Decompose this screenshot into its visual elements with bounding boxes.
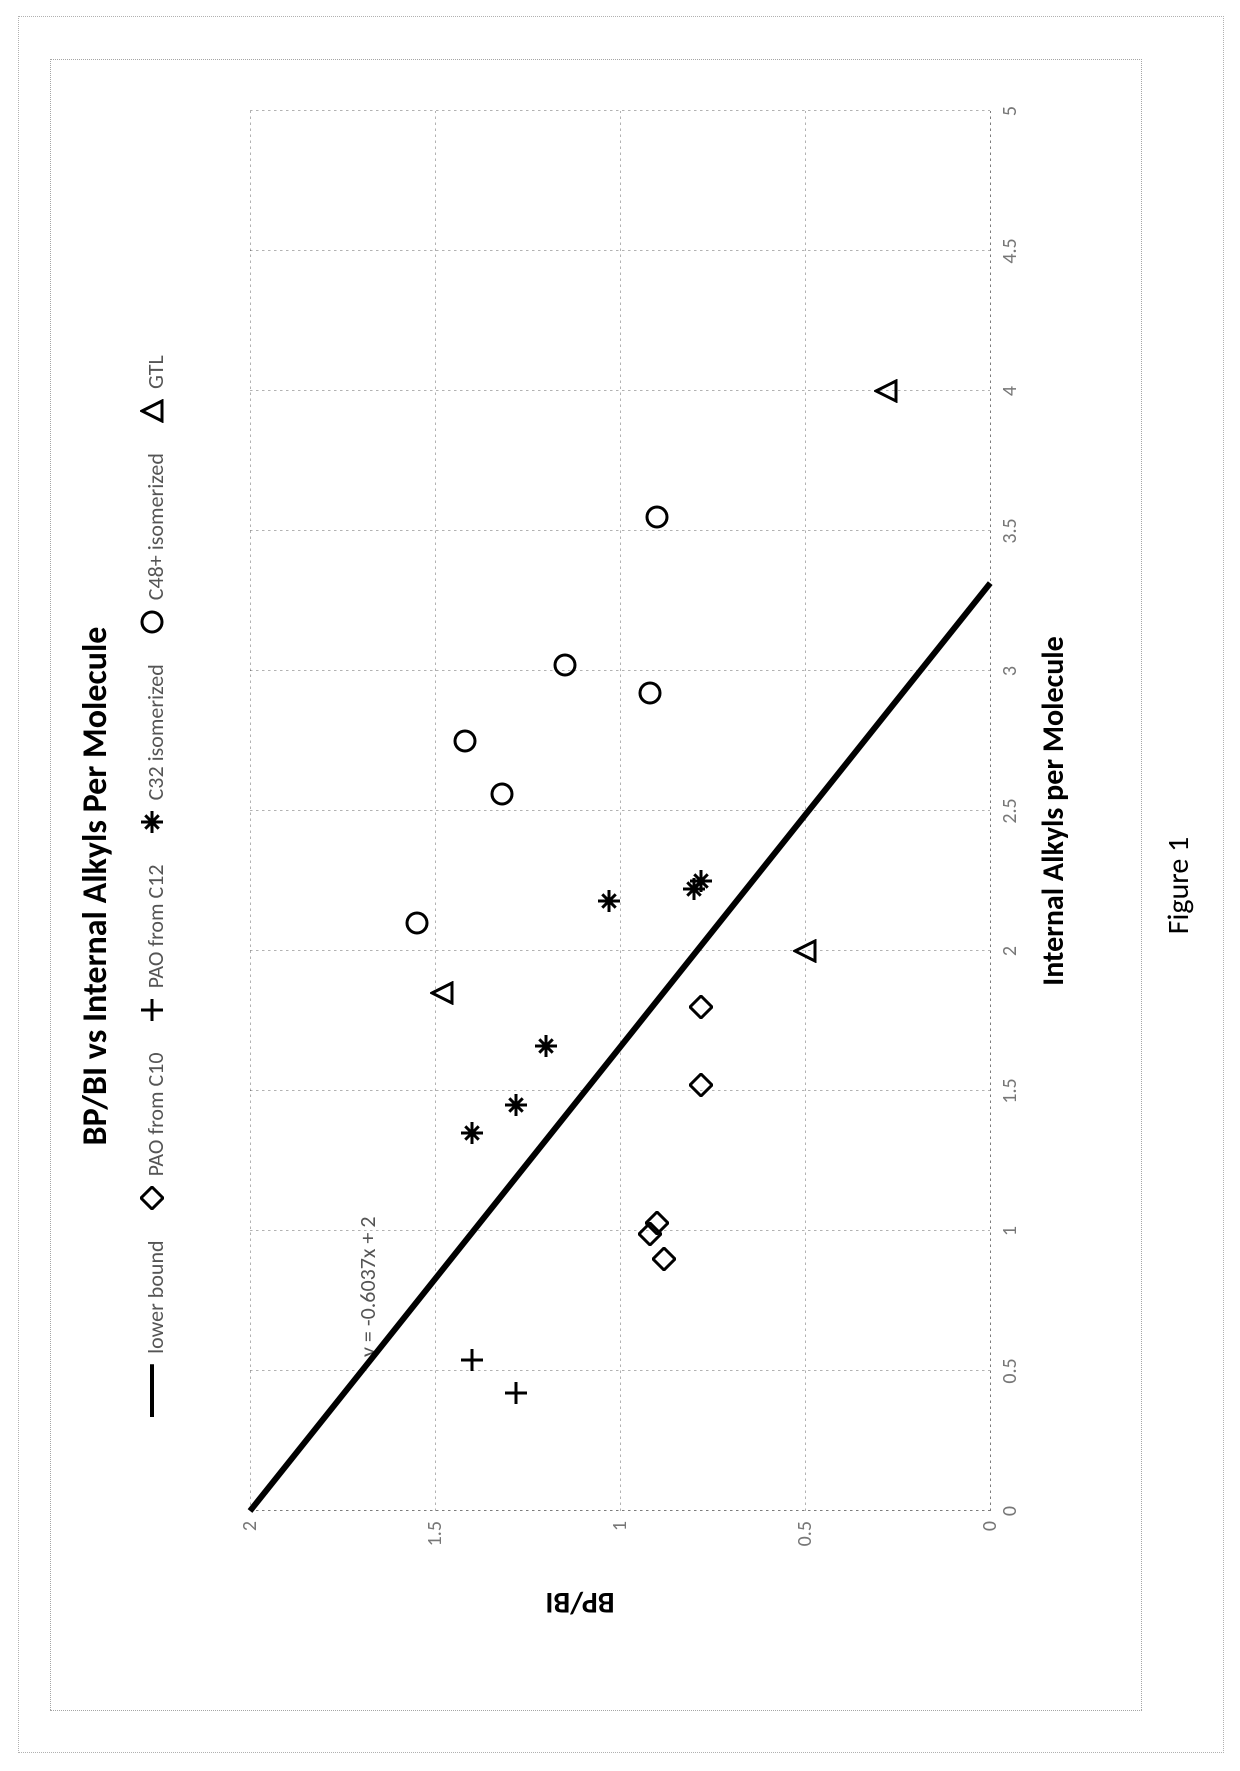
y-tick-label: 1 [608,1521,632,1571]
legend-label: lower bound [142,1240,169,1354]
point-c48_isom [638,681,667,705]
point-c32_isom [689,869,718,893]
gtl-marker-icon [140,399,170,423]
x-tick-label: 2.5 [998,781,1022,841]
point-pao_c10 [689,1073,718,1097]
legend-item-gtl: GTL [140,355,170,423]
chart-title: BP/BI vs Internal Alkyls Per Molecule [75,61,116,1711]
point-pao_c12 [460,1348,489,1372]
x-tick-label: 4 [998,361,1022,421]
point-gtl [430,981,459,1005]
point-pao_c10 [689,995,718,1019]
gridline-h [250,111,251,1511]
legend-item-pao_c10: PAO from C10 [140,1052,170,1210]
pao_c10-marker-icon [140,1186,170,1210]
figure-caption: Figure 1 [1160,0,1197,1771]
x-tick-label: 3 [998,641,1022,701]
gridline-h [435,111,436,1511]
x-axis-label: Internal Alkyls per Molecule [1035,111,1072,1511]
point-c48_isom [490,782,519,806]
legend-item-c48_isom: C48+ isomerized [140,453,170,634]
point-pao_c12 [504,1381,533,1405]
gridline-h [620,111,621,1511]
x-tick-label: 1 [998,1201,1022,1261]
point-gtl [793,939,822,963]
point-pao_c10 [645,1211,674,1235]
point-c48_isom [553,653,582,677]
point-c48_isom [453,729,482,753]
y-tick-label: 1.5 [423,1521,447,1571]
x-tick-label: 3.5 [998,501,1022,561]
c32_isom-marker-icon [140,810,170,834]
y-tick-label: 2 [238,1521,262,1571]
legend-label: C32 isomerized [142,664,169,800]
y-axis [250,1510,990,1511]
x-tick-label: 0.5 [998,1341,1022,1401]
x-tick-label: 5 [998,81,1022,141]
point-c48_isom [405,911,434,935]
legend-item-lower_bound: lower bound [140,1240,170,1416]
point-c32_isom [460,1121,489,1145]
y-tick-label: 0 [978,1521,1002,1571]
legend-label: C48+ isomerized [142,453,169,600]
point-c32_isom [597,889,626,913]
lower_bound-marker-icon [140,1364,170,1417]
legend-item-c32_isom: C32 isomerized [140,664,170,834]
point-c48_isom [645,505,674,529]
pao_c12-marker-icon [140,998,170,1022]
chart-surface: BP/BI vs Internal Alkyls Per Molecule lo… [0,0,1240,1771]
y-tick-label: 0.5 [793,1521,817,1571]
legend-label: GTL [142,355,169,389]
x-tick-label: 4.5 [998,221,1022,281]
point-c32_isom [504,1093,533,1117]
point-c32_isom [534,1034,563,1058]
x-tick-label: 2 [998,921,1022,981]
legend-label: PAO from C10 [142,1052,169,1176]
c48_isom-marker-icon [140,610,170,634]
legend-label: PAO from C12 [142,864,169,988]
x-tick-label: 1.5 [998,1061,1022,1121]
point-gtl [874,379,903,403]
page-root: BP/BI vs Internal Alkyls Per Molecule lo… [0,531,1240,1771]
y-axis-label: BP/BI [480,1584,680,1621]
x-axis [990,111,991,1511]
legend-item-pao_c12: PAO from C12 [140,864,170,1022]
point-pao_c10 [652,1247,681,1271]
chart-legend: lower bound PAO from C10 PAO from C12 C32… [140,61,170,1711]
